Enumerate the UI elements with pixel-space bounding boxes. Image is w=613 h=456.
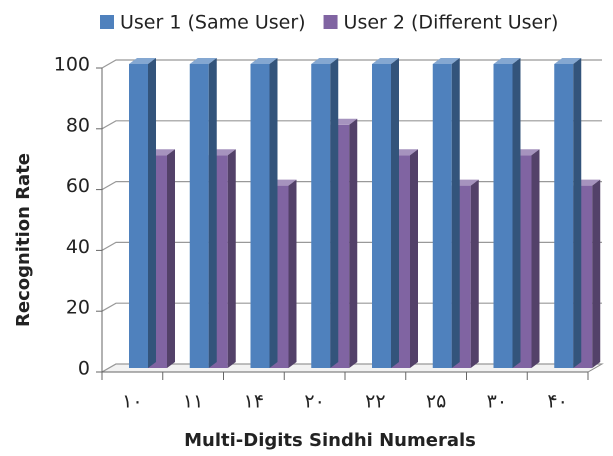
y-tick-label: 80 (66, 114, 90, 136)
bar (189, 58, 217, 368)
bar (311, 58, 339, 368)
bar-side (167, 149, 175, 368)
bar-top (554, 58, 582, 64)
y-tick-label: 20 (66, 297, 90, 319)
bar-front (554, 64, 574, 368)
bar-side (573, 58, 582, 368)
bar (432, 58, 460, 368)
bar-side (470, 179, 479, 368)
bar (493, 58, 521, 368)
bar-top (311, 58, 339, 64)
legend-swatch (323, 15, 338, 29)
bar-front (129, 64, 148, 368)
x-tick-label: ١۴ (244, 391, 264, 413)
bar (129, 58, 156, 368)
x-axis-title: Multi-Digits Sindhi Numerals (184, 430, 476, 451)
bar-top (129, 58, 156, 64)
y-tick-label: 100 (54, 54, 90, 76)
y-tick-label: 60 (66, 175, 90, 197)
bar-front (250, 64, 270, 368)
bar-front (189, 64, 209, 368)
bar-side (288, 179, 297, 368)
bar-top (250, 58, 278, 64)
y-tick-label: 40 (66, 236, 90, 258)
x-tick-label: ٢٢ (365, 391, 385, 413)
legend-label: User 1 (Same User) (120, 12, 306, 34)
bar-side (391, 58, 399, 368)
bar-side (269, 58, 278, 368)
grid-line (101, 59, 602, 69)
bar (250, 58, 278, 368)
bar-side (208, 58, 217, 368)
bar-top (189, 58, 217, 64)
legend-swatch (100, 15, 114, 29)
x-tick-label: ٣٠ (487, 391, 507, 413)
y-axis-title: Recognition Rate (13, 153, 34, 327)
bar-top (493, 58, 521, 64)
bar-side (330, 58, 339, 368)
bar-top (432, 58, 460, 64)
bar-side (349, 118, 358, 368)
bar-front (493, 64, 513, 368)
x-tick-label: ١١ (183, 391, 203, 413)
bar-front (311, 64, 331, 368)
bar-side (451, 58, 460, 368)
bar-front (372, 64, 391, 368)
x-tick-label: ٢٠ (304, 391, 324, 413)
x-tick-label: ۴٠ (547, 391, 567, 413)
bar (372, 58, 399, 368)
bar-side (531, 149, 540, 368)
bar-side (227, 149, 236, 368)
legend-label: User 2 (Different User) (344, 12, 559, 34)
y-tick-label: 0 (78, 358, 90, 380)
bar-side (592, 179, 601, 368)
bar-top (372, 58, 399, 64)
bar-front (432, 64, 452, 368)
x-tick-label: ١٠ (122, 391, 142, 413)
bar-side (148, 58, 156, 368)
bar-side (512, 58, 521, 368)
x-tick-label: ٢۵ (426, 391, 446, 413)
bar (554, 58, 582, 368)
bar-side (410, 149, 418, 368)
